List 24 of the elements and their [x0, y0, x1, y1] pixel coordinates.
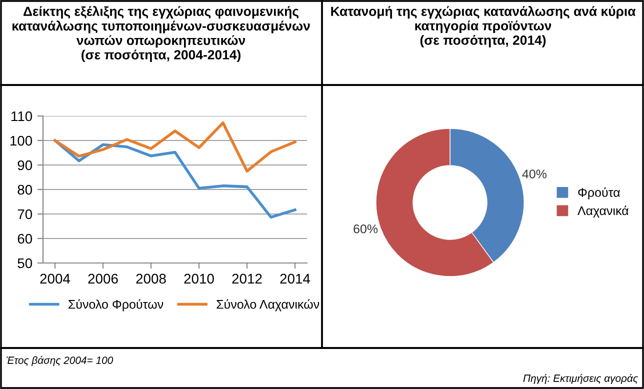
x-tick-label: 2012 — [232, 274, 262, 284]
data-label: 60% — [354, 224, 378, 234]
data-label: 40% — [522, 170, 547, 178]
x-tick-label: 2008 — [136, 274, 166, 284]
legend-label: Φρούτα — [578, 187, 620, 200]
chart-title: Κατανομή της εγχώριας κατανάλωσης ανά κύρια κατηγορία προϊόντων (σε ποσότητα, 2014) — [331, 6, 636, 48]
y-tick-label: 100 — [10, 136, 32, 146]
line-series — [54, 121, 296, 173]
legend-label: Σύνολο Λαχανικών — [216, 299, 320, 312]
text: Πηγή: Εκτιμήσεις αγοράς — [523, 374, 638, 384]
chart-title: Δείκτης εξέλιξης της εγχώριας φαινομενικής κατανάλωσης τυποποιημένων-συσκευασμένων νωπών οπωροκηπευτικών (σε ποσότητα, 2004-2014) — [12, 6, 310, 62]
x-tick-label: 2014 — [280, 274, 310, 284]
y-tick-label: 60 — [18, 234, 32, 244]
legend-label: Σύνολο Φρούτων — [68, 299, 164, 312]
y-tick-label: 70 — [18, 209, 32, 220]
y-tick-label: 90 — [18, 160, 32, 170]
legend-label: Λαχανικά — [578, 206, 628, 218]
y-tick-label: 50 — [18, 258, 32, 268]
x-tick-label: 2010 — [184, 274, 214, 284]
x-tick-label: 2006 — [88, 274, 118, 284]
x-tick-label: 2004 — [40, 274, 70, 284]
y-tick-label: 80 — [18, 184, 32, 195]
y-tick-label: 110 — [11, 111, 32, 122]
text: Έτος βάσης 2004= 100 — [6, 356, 114, 366]
